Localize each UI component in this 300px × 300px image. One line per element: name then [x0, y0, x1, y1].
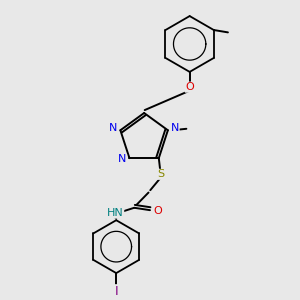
Text: N: N — [118, 154, 127, 164]
Text: O: O — [185, 82, 194, 92]
Text: O: O — [153, 206, 162, 216]
Text: N: N — [171, 124, 179, 134]
Text: HN: HN — [107, 208, 124, 218]
Text: S: S — [157, 169, 164, 179]
Text: N: N — [109, 124, 118, 134]
Text: I: I — [114, 285, 118, 298]
